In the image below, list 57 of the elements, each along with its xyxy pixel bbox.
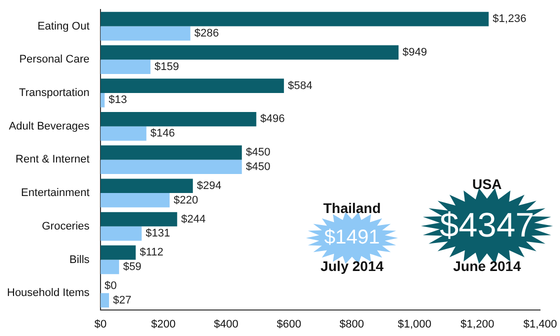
bar <box>100 145 242 160</box>
bar <box>100 178 193 194</box>
bar <box>100 260 120 274</box>
y-tick-label: Bills <box>69 254 90 266</box>
x-tick-label: $200 <box>151 318 176 330</box>
bar <box>100 293 110 308</box>
annotation: $1491 <box>324 226 380 250</box>
annotation: June 2014 <box>453 258 521 274</box>
data-label: $159 <box>154 60 179 73</box>
data-label: $220 <box>174 194 198 206</box>
y-tick-label: Adult Beverages <box>8 120 90 132</box>
y-tick-label: Entertainment <box>21 187 90 200</box>
data-label: $244 <box>181 213 206 226</box>
bar <box>100 160 242 174</box>
x-tick-label: $1,200 <box>460 318 494 330</box>
y-tick-label: Personal Care <box>19 54 90 66</box>
bar <box>100 112 256 126</box>
x-tick-label: $600 <box>276 318 302 330</box>
bar <box>100 212 178 226</box>
bar <box>100 12 489 26</box>
x-tick-label: $800 <box>340 318 364 330</box>
bar <box>100 78 284 93</box>
data-label: $13 <box>108 94 127 106</box>
data-label: $286 <box>194 27 219 40</box>
data-label: $949 <box>402 46 428 58</box>
data-label: $294 <box>196 180 222 192</box>
data-label: $450 <box>246 146 270 159</box>
data-label: $131 <box>146 228 170 240</box>
bar <box>100 45 399 60</box>
bar <box>100 226 142 241</box>
data-label: $584 <box>288 80 312 92</box>
x-tick-label: $400 <box>214 318 238 330</box>
x-tick-label: $1,400 <box>523 318 558 330</box>
y-tick-label: Transportation <box>19 87 90 100</box>
data-label: $450 <box>246 160 270 173</box>
annotation: Thailand <box>323 200 381 216</box>
x-tick-label: $1,000 <box>398 318 432 330</box>
data-label: $0 <box>104 280 117 292</box>
data-label: $146 <box>150 128 175 140</box>
bar <box>100 193 170 208</box>
bar <box>100 60 150 74</box>
annotation: July 2014 <box>320 258 384 274</box>
y-tick-label: Household Items <box>6 287 90 300</box>
bar <box>100 245 136 260</box>
data-label: $112 <box>140 246 164 259</box>
annotation: $4347 <box>440 206 534 246</box>
x-tick-label: $0 <box>94 318 107 330</box>
data-label: $59 <box>123 260 142 273</box>
data-label: $27 <box>113 294 132 306</box>
annotation: USA <box>472 176 502 192</box>
data-label: $1,236 <box>492 13 526 26</box>
data-label: $496 <box>260 113 285 126</box>
bar <box>100 126 146 141</box>
y-tick-label: Rent & Internet <box>16 154 90 166</box>
y-tick-label: Eating Out <box>38 20 90 32</box>
bar <box>100 26 190 41</box>
y-tick-label: Groceries <box>42 220 90 232</box>
